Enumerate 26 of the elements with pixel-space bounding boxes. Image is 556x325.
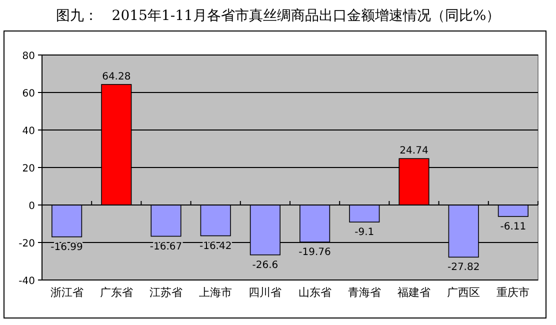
x-tick-label: 广东省 (100, 286, 133, 299)
x-tick-label: 广西区 (447, 286, 480, 299)
y-tick-label: 80 (22, 51, 35, 62)
y-tick-label: 20 (22, 164, 35, 174)
y-tick-label: 60 (22, 88, 35, 100)
x-tick-label: 江苏省 (150, 286, 182, 299)
x-tick-label: 山东省 (298, 286, 332, 299)
data-label: -9.1 (354, 227, 374, 238)
data-label: -6.11 (500, 221, 526, 232)
x-tick-label: 四川省 (248, 286, 282, 299)
data-label: -19.76 (298, 247, 331, 258)
x-tick-label: 重庆市 (496, 286, 530, 299)
data-label: -27.82 (447, 262, 480, 274)
data-label: -16.99 (50, 242, 83, 253)
y-tick-label: 40 (22, 126, 35, 137)
x-tick-label: 福建省 (398, 286, 430, 299)
data-label: 24.74 (400, 146, 428, 157)
y-tick-label: -40 (18, 276, 35, 287)
chart-title: 图九： 2015年1-11月各省市真丝绸商品出口金额增速情况（同比%） (56, 8, 500, 24)
x-tick-label: 浙江省 (50, 286, 84, 299)
x-tick-label: 青海省 (348, 286, 381, 299)
data-label: -26.6 (252, 260, 278, 271)
x-tick-label: 上海市 (199, 286, 232, 299)
data-label: 64.28 (102, 71, 131, 82)
y-tick-label: 0 (28, 201, 35, 212)
y-tick-label: -20 (18, 238, 35, 250)
